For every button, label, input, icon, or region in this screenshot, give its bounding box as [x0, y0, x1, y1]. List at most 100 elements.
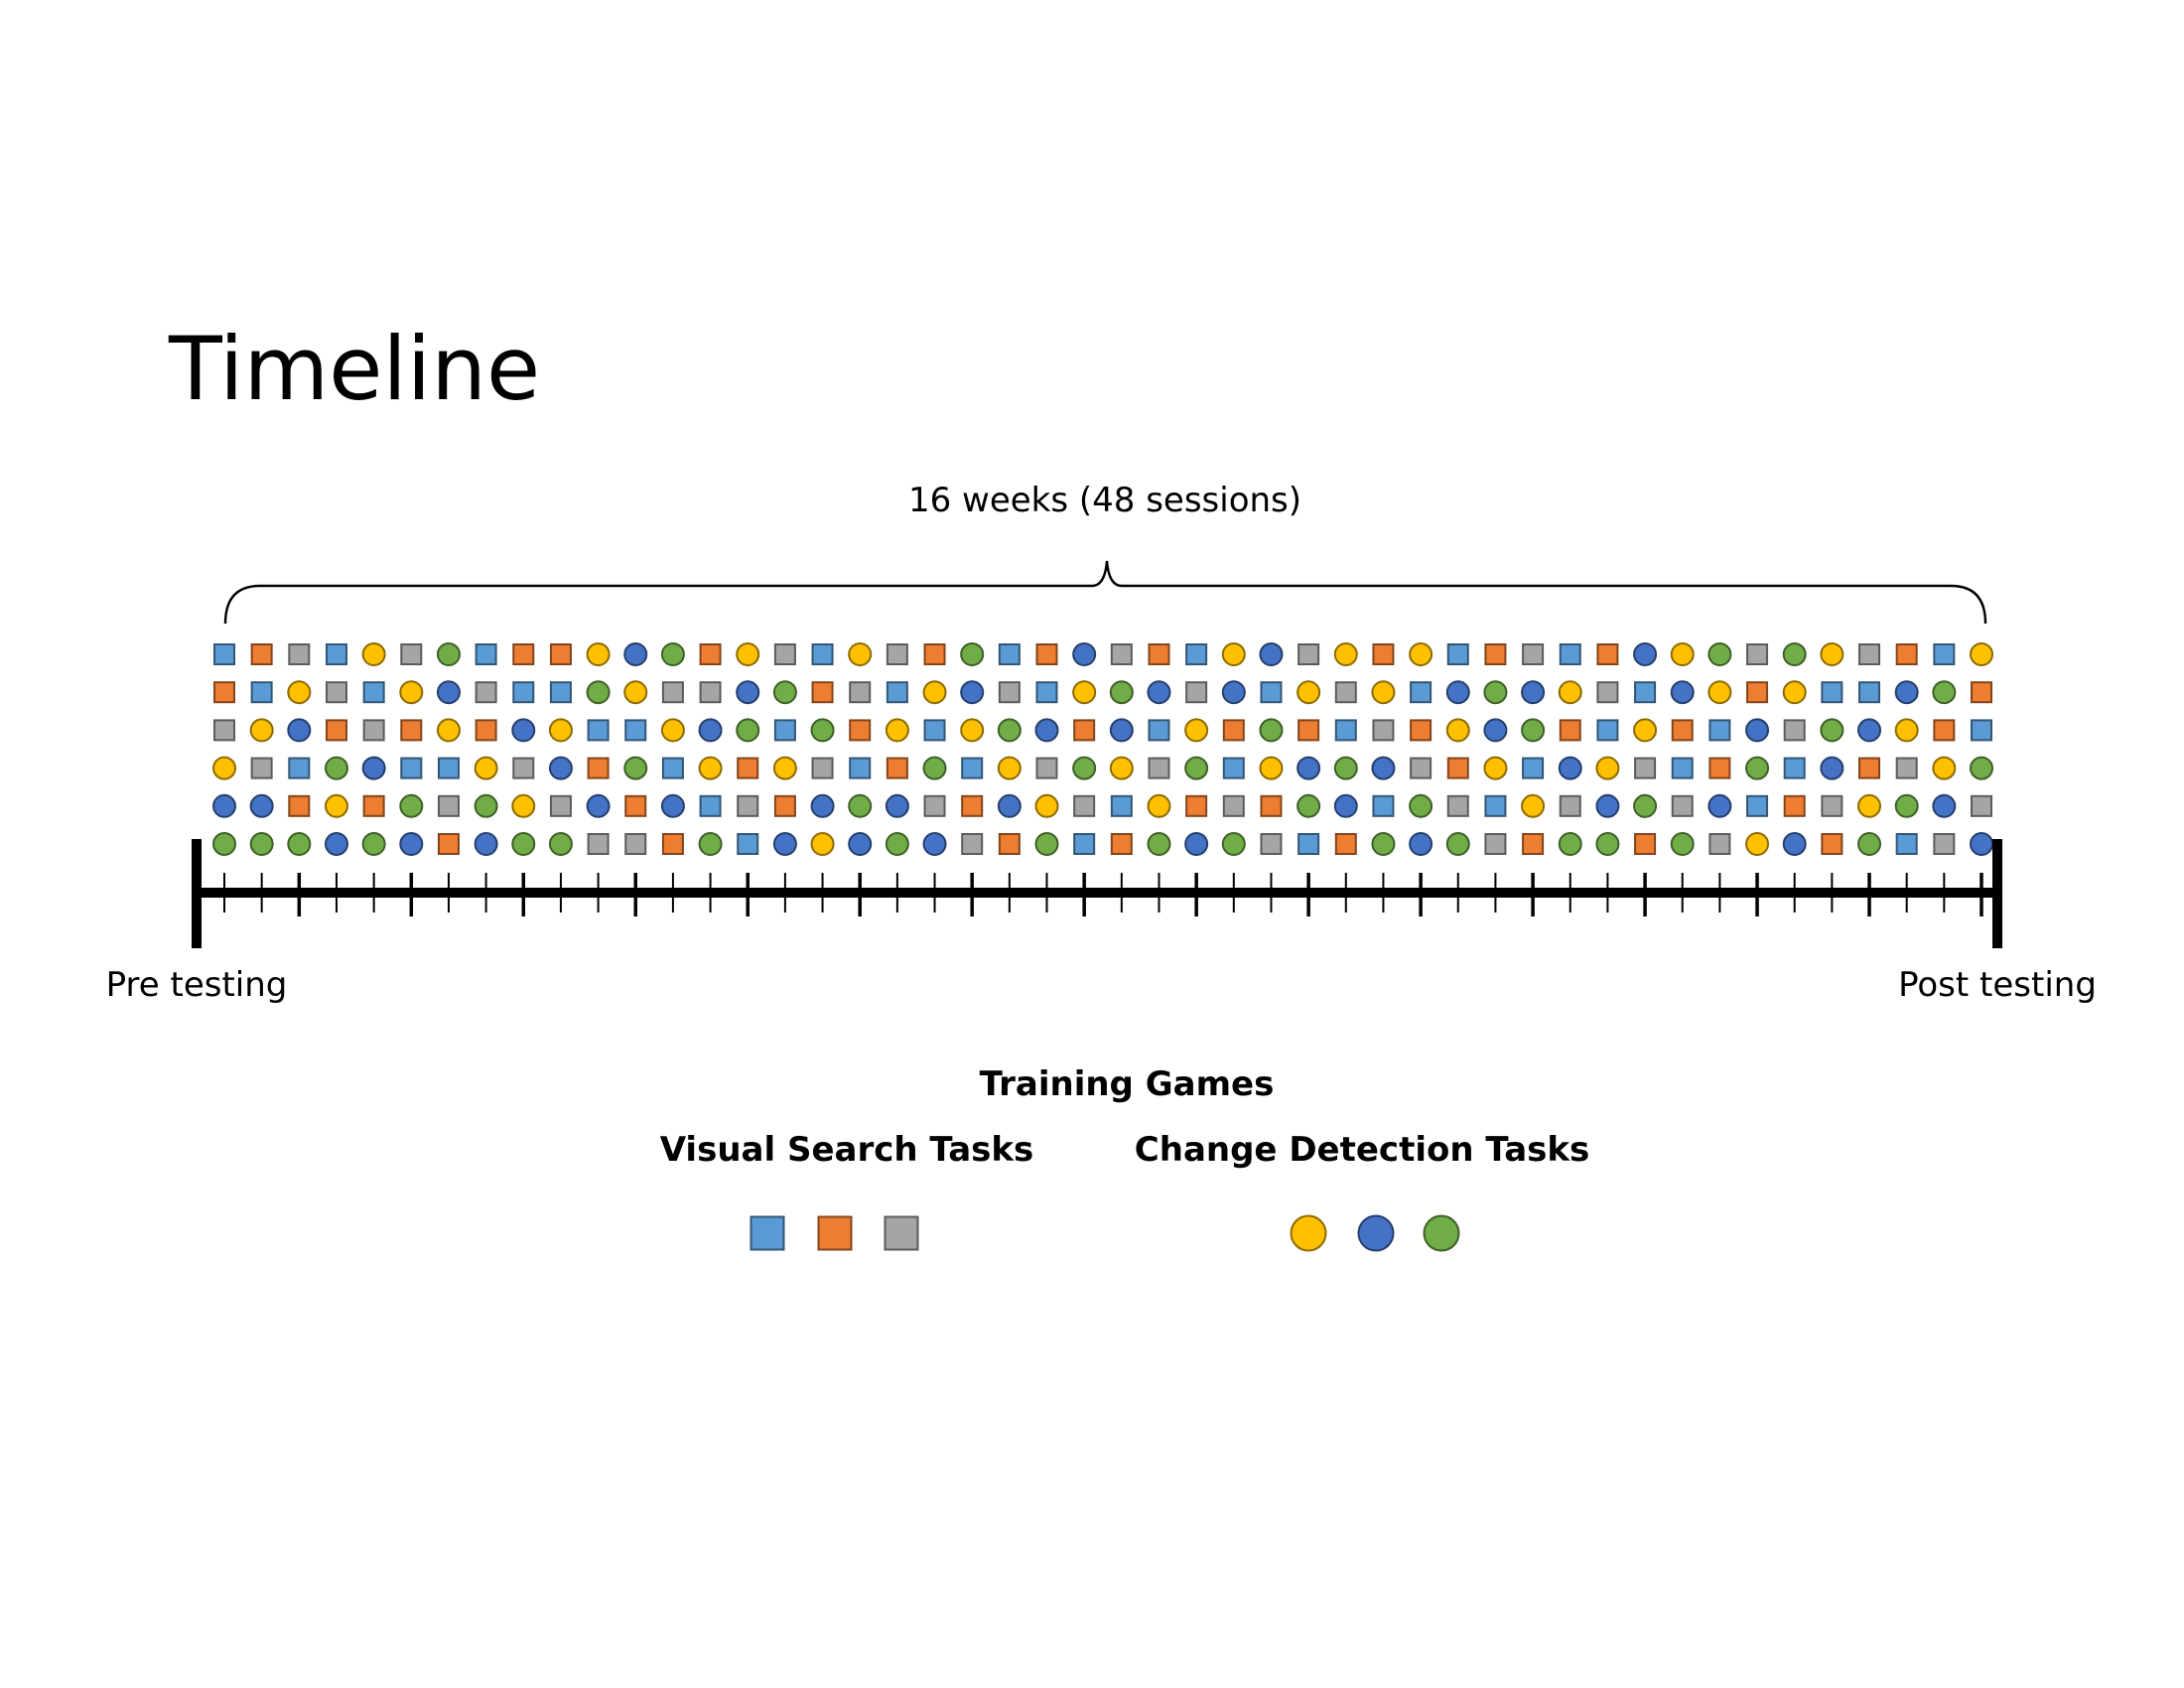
session-game-square — [213, 719, 235, 742]
session-game-square — [773, 643, 796, 665]
session-game-circle — [1595, 756, 1620, 780]
timeline-axis — [192, 839, 2002, 948]
session-game-square — [475, 643, 497, 665]
session-game-square — [549, 794, 572, 817]
session-game-circle — [922, 756, 947, 780]
session-game-circle — [1782, 832, 1807, 856]
session-game-square — [1858, 757, 1881, 779]
session-game-square — [1035, 681, 1058, 704]
session-game-square — [325, 719, 347, 742]
session-game-square — [849, 719, 872, 742]
session-game-circle — [1072, 680, 1097, 705]
session-game-circle — [1109, 756, 1134, 780]
session-game-circle — [997, 756, 1022, 780]
post-testing-label: Post testing — [1898, 965, 2097, 1005]
session-game-square — [1596, 681, 1619, 704]
session-game-square — [886, 681, 908, 704]
session-game-square — [1073, 719, 1096, 742]
session-game-square — [587, 757, 610, 779]
session-game-circle — [1445, 832, 1470, 856]
session-game-square — [1222, 719, 1245, 742]
session-game-circle — [848, 642, 873, 666]
session-game-square — [1634, 681, 1657, 704]
session-game-circle — [249, 793, 274, 818]
session-game-square — [213, 643, 235, 665]
session-game-square — [1858, 681, 1881, 704]
session-game-square — [1446, 643, 1469, 665]
session-game-square — [1821, 681, 1843, 704]
session-game-square — [1260, 681, 1283, 704]
session-game-circle — [1595, 832, 1620, 856]
session-game-square — [250, 681, 273, 704]
session-game-square — [1372, 719, 1395, 742]
session-game-circle — [1445, 718, 1470, 743]
session-game-square — [1559, 794, 1581, 817]
session-game-circle — [1970, 756, 1993, 780]
page-title: Timeline — [168, 318, 540, 420]
session-game-circle — [810, 832, 835, 856]
session-game-square — [1484, 833, 1507, 855]
session-game-circle — [548, 832, 573, 856]
session-game-square — [998, 681, 1021, 704]
session-game-circle — [848, 832, 873, 856]
session-game-circle — [1109, 718, 1134, 743]
session-game-square — [811, 757, 834, 779]
session-game-square — [1821, 794, 1843, 817]
session-game-square — [1297, 833, 1320, 855]
session-game-square — [773, 794, 796, 817]
session-game-square — [1035, 757, 1058, 779]
session-game-circle — [1483, 680, 1508, 705]
session-game-square — [1971, 681, 1992, 704]
session-game-square — [1110, 794, 1133, 817]
session-game-circle — [1333, 756, 1358, 780]
session-game-square — [1410, 681, 1433, 704]
session-game-square — [437, 757, 460, 779]
session-game-circle — [1521, 680, 1546, 705]
session-game-circle — [1857, 832, 1882, 856]
session-game-circle — [1521, 718, 1546, 743]
session-game-square — [1484, 643, 1507, 665]
session-game-square — [1746, 794, 1769, 817]
session-game-square — [849, 681, 872, 704]
session-game-circle — [287, 832, 312, 856]
session-game-square — [1148, 643, 1170, 665]
session-game-circle — [1670, 832, 1695, 856]
session-game-square — [1708, 757, 1731, 779]
span-label: 16 weeks (48 sessions) — [908, 481, 1301, 520]
session-game-square — [288, 643, 311, 665]
session-game-square — [362, 719, 385, 742]
session-game-circle — [361, 642, 386, 666]
session-game-circle — [660, 793, 685, 818]
session-game-square — [1372, 794, 1395, 817]
session-game-square — [811, 681, 834, 704]
session-game-circle — [1932, 756, 1957, 780]
session-game-circle — [1371, 756, 1396, 780]
session-game-square — [1746, 643, 1769, 665]
session-game-square — [886, 643, 908, 665]
session-game-circle — [1297, 680, 1321, 705]
session-game-square — [1634, 757, 1657, 779]
session-game-square — [1596, 719, 1619, 742]
session-game-square — [288, 757, 311, 779]
session-game-circle — [1707, 793, 1732, 818]
session-game-square — [923, 643, 946, 665]
session-game-circle — [1109, 680, 1134, 705]
session-game-circle — [1483, 718, 1508, 743]
session-game-circle — [249, 832, 274, 856]
session-game-circle — [1147, 832, 1171, 856]
session-game-square — [1334, 681, 1357, 704]
session-game-circle — [997, 793, 1022, 818]
session-game-circle — [1184, 832, 1209, 856]
session-game-square — [1933, 719, 1956, 742]
session-game-circle — [623, 756, 648, 780]
session-game-square — [699, 681, 722, 704]
session-game-square — [1334, 719, 1357, 742]
session-game-circle — [1558, 832, 1582, 856]
session-game-square — [737, 757, 759, 779]
session-game-circle — [1857, 793, 1882, 818]
session-game-square — [549, 643, 572, 665]
session-game-circle — [1409, 832, 1433, 856]
session-game-square — [1783, 757, 1806, 779]
session-game-circle — [1259, 642, 1284, 666]
session-game-square — [1372, 643, 1395, 665]
